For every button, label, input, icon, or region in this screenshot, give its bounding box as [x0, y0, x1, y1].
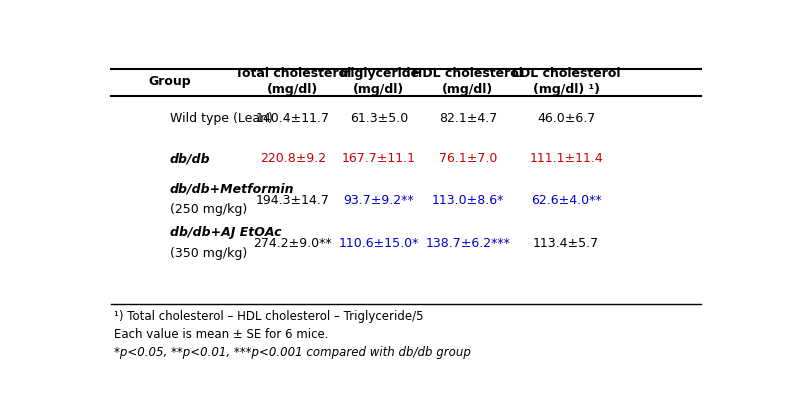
Text: db/db: db/db — [170, 152, 210, 165]
Text: 110.6±15.0*: 110.6±15.0* — [339, 237, 419, 250]
Text: 62.6±4.0**: 62.6±4.0** — [531, 194, 602, 207]
Text: 194.3±14.7: 194.3±14.7 — [256, 194, 330, 207]
Text: 113.0±8.6*: 113.0±8.6* — [431, 194, 504, 207]
Text: HDL cholesterol
(mg/dl): HDL cholesterol (mg/dl) — [412, 67, 523, 96]
Text: Triglyceride
(mg/dl): Triglyceride (mg/dl) — [338, 67, 419, 96]
Text: Group: Group — [148, 75, 191, 88]
Text: ¹) Total cholesterol – HDL cholesterol – Triglyceride/5: ¹) Total cholesterol – HDL cholesterol –… — [114, 310, 424, 323]
Text: 167.7±11.1: 167.7±11.1 — [342, 152, 416, 165]
Text: db/db+AJ EtOAc: db/db+AJ EtOAc — [170, 226, 282, 239]
Text: 113.4±5.7: 113.4±5.7 — [533, 237, 600, 250]
Text: Wild type (Lean): Wild type (Lean) — [170, 112, 273, 125]
Text: 111.1±11.4: 111.1±11.4 — [529, 152, 603, 165]
Text: LDL cholesterol
(mg/dl) ¹): LDL cholesterol (mg/dl) ¹) — [512, 67, 620, 96]
Text: 220.8±9.2: 220.8±9.2 — [259, 152, 326, 165]
Text: (250 mg/kg): (250 mg/kg) — [170, 203, 247, 216]
Text: 76.1±7.0: 76.1±7.0 — [439, 152, 497, 165]
Text: Each value is mean ± SE for 6 mice.: Each value is mean ± SE for 6 mice. — [114, 328, 329, 341]
Text: 274.2±9.0**: 274.2±9.0** — [254, 237, 332, 250]
Text: 93.7±9.2**: 93.7±9.2** — [343, 194, 414, 207]
Text: db/db+Metformin: db/db+Metformin — [170, 182, 294, 195]
Text: (350 mg/kg): (350 mg/kg) — [170, 247, 247, 260]
Text: 46.0±6.7: 46.0±6.7 — [537, 112, 596, 125]
Text: Total cholesterol
(mg/dl): Total cholesterol (mg/dl) — [235, 67, 351, 96]
Text: 140.4±11.7: 140.4±11.7 — [255, 112, 330, 125]
Text: 138.7±6.2***: 138.7±6.2*** — [425, 237, 511, 250]
Text: *p<0.05, **p<0.01, ***p<0.001 compared with db/db group: *p<0.05, **p<0.01, ***p<0.001 compared w… — [114, 346, 471, 359]
Text: 61.3±5.0: 61.3±5.0 — [350, 112, 408, 125]
Text: 82.1±4.7: 82.1±4.7 — [439, 112, 497, 125]
